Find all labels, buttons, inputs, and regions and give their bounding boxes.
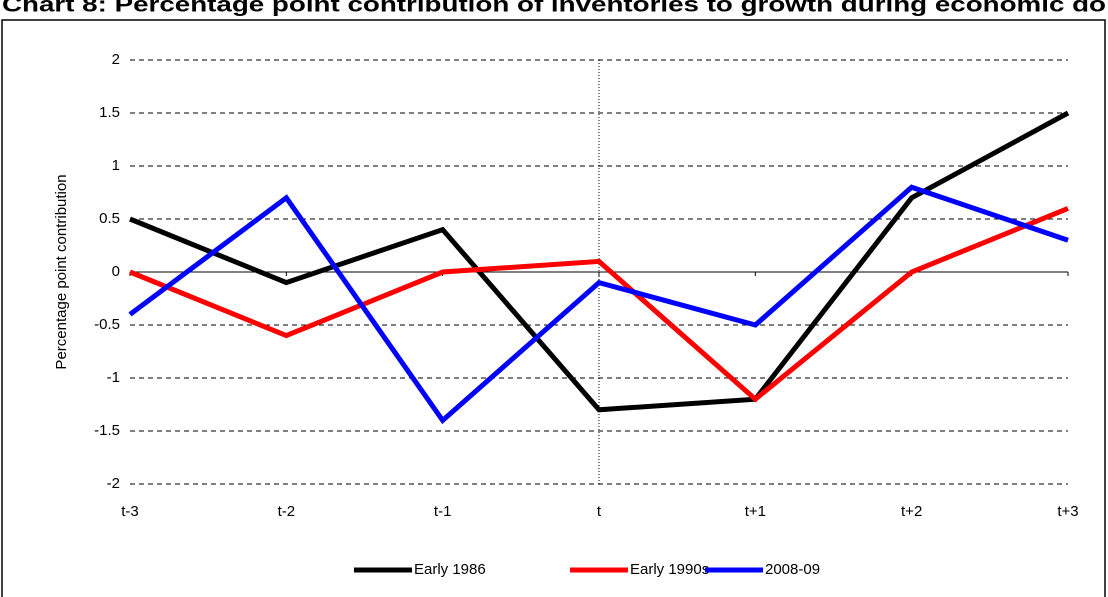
y-tick-label: -1 bbox=[107, 369, 120, 386]
y-tick-label: 0.5 bbox=[99, 210, 120, 227]
y-tick-label: 0 bbox=[112, 263, 120, 280]
legend-label: Early 1990s bbox=[630, 561, 709, 578]
y-tick-label: -1.5 bbox=[94, 422, 120, 439]
series-line bbox=[129, 206, 1069, 403]
y-tick-label: 1.5 bbox=[99, 104, 120, 121]
x-tick-label: t+1 bbox=[745, 503, 766, 520]
y-tick-label: -2 bbox=[107, 475, 120, 492]
chart-frame bbox=[1, 19, 1106, 597]
y-tick-label: 1 bbox=[112, 157, 120, 174]
series-line bbox=[128, 184, 1069, 425]
x-tick-label: t-3 bbox=[121, 503, 139, 520]
x-tick-label: t-2 bbox=[278, 503, 296, 520]
legend-label: Early 1986 bbox=[414, 561, 486, 578]
chart-title: Chart 8: Percentage point contribution o… bbox=[2, 0, 1106, 17]
x-tick-label: t bbox=[597, 503, 602, 520]
series-line bbox=[129, 110, 1070, 413]
x-tick-label: t+3 bbox=[1057, 503, 1078, 520]
x-tick-label: t-1 bbox=[434, 503, 452, 520]
y-tick-label: -0.5 bbox=[94, 316, 120, 333]
legend-label: 2008-09 bbox=[765, 561, 820, 578]
x-tick-label: t+2 bbox=[901, 503, 922, 520]
y-tick-label: 2 bbox=[112, 51, 120, 68]
y-axis-label: Percentage point contribution bbox=[53, 174, 70, 369]
